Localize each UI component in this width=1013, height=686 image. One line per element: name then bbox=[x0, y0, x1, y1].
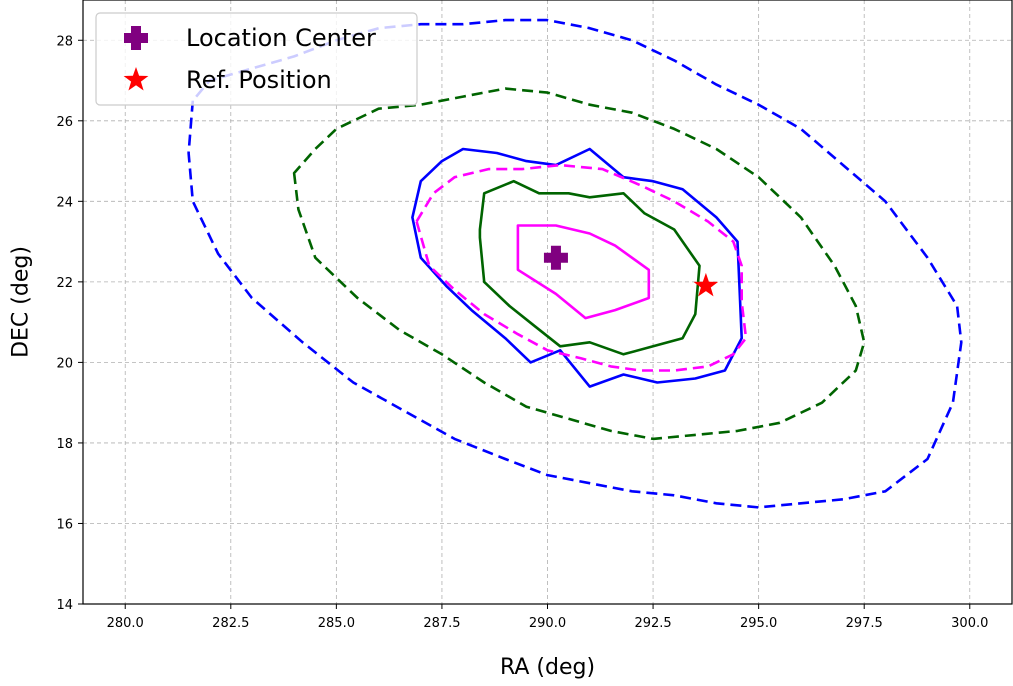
x-tick-label: 282.5 bbox=[212, 616, 249, 631]
legend-label: Ref. Position bbox=[186, 66, 332, 94]
legend-label: Location Center bbox=[186, 24, 376, 52]
y-tick-label: 20 bbox=[56, 356, 73, 371]
y-axis-label: DEC (deg) bbox=[9, 246, 34, 358]
x-tick-label: 290.0 bbox=[529, 616, 566, 631]
x-axis-label: RA (deg) bbox=[500, 655, 595, 680]
contour-blue-dashed bbox=[187, 18, 963, 509]
legend-star-icon bbox=[123, 67, 149, 91]
ref-position-marker bbox=[693, 272, 719, 297]
contour-green-solid bbox=[478, 179, 701, 356]
y-tick-label: 24 bbox=[56, 195, 73, 210]
x-tick-label: 300.0 bbox=[951, 616, 988, 631]
point-layer bbox=[543, 245, 719, 297]
x-tick-label: 280.0 bbox=[107, 616, 144, 631]
legend-plus-icon bbox=[124, 26, 148, 50]
x-tick-label: 295.0 bbox=[740, 616, 777, 631]
contour-blue-solid bbox=[411, 147, 743, 388]
x-tick-label: 297.5 bbox=[846, 616, 883, 631]
y-tick-label: 22 bbox=[56, 276, 73, 291]
x-tick-label: 285.0 bbox=[318, 616, 355, 631]
y-tick-label: 18 bbox=[56, 437, 73, 452]
legend-box bbox=[95, 12, 418, 106]
x-tick-label: 287.5 bbox=[423, 616, 460, 631]
y-tick-label: 14 bbox=[56, 598, 73, 613]
y-tick-label: 26 bbox=[56, 115, 73, 130]
legend: Location Center Ref. Position bbox=[95, 12, 418, 106]
y-tick-label: 16 bbox=[56, 517, 73, 532]
legend-items: Location Center Ref. Position bbox=[123, 24, 376, 94]
location-center-marker bbox=[543, 245, 568, 270]
contour-magenta-solid bbox=[516, 224, 651, 320]
y-tick-label: 28 bbox=[56, 34, 73, 49]
contour-green-dashed bbox=[292, 87, 866, 441]
x-tick-label: 292.5 bbox=[634, 616, 671, 631]
contour-layer bbox=[187, 18, 963, 509]
tick-layer: 280.0 282.5 285.0 287.5 290.0 292.5 295.0 297.5… bbox=[56, 34, 988, 631]
